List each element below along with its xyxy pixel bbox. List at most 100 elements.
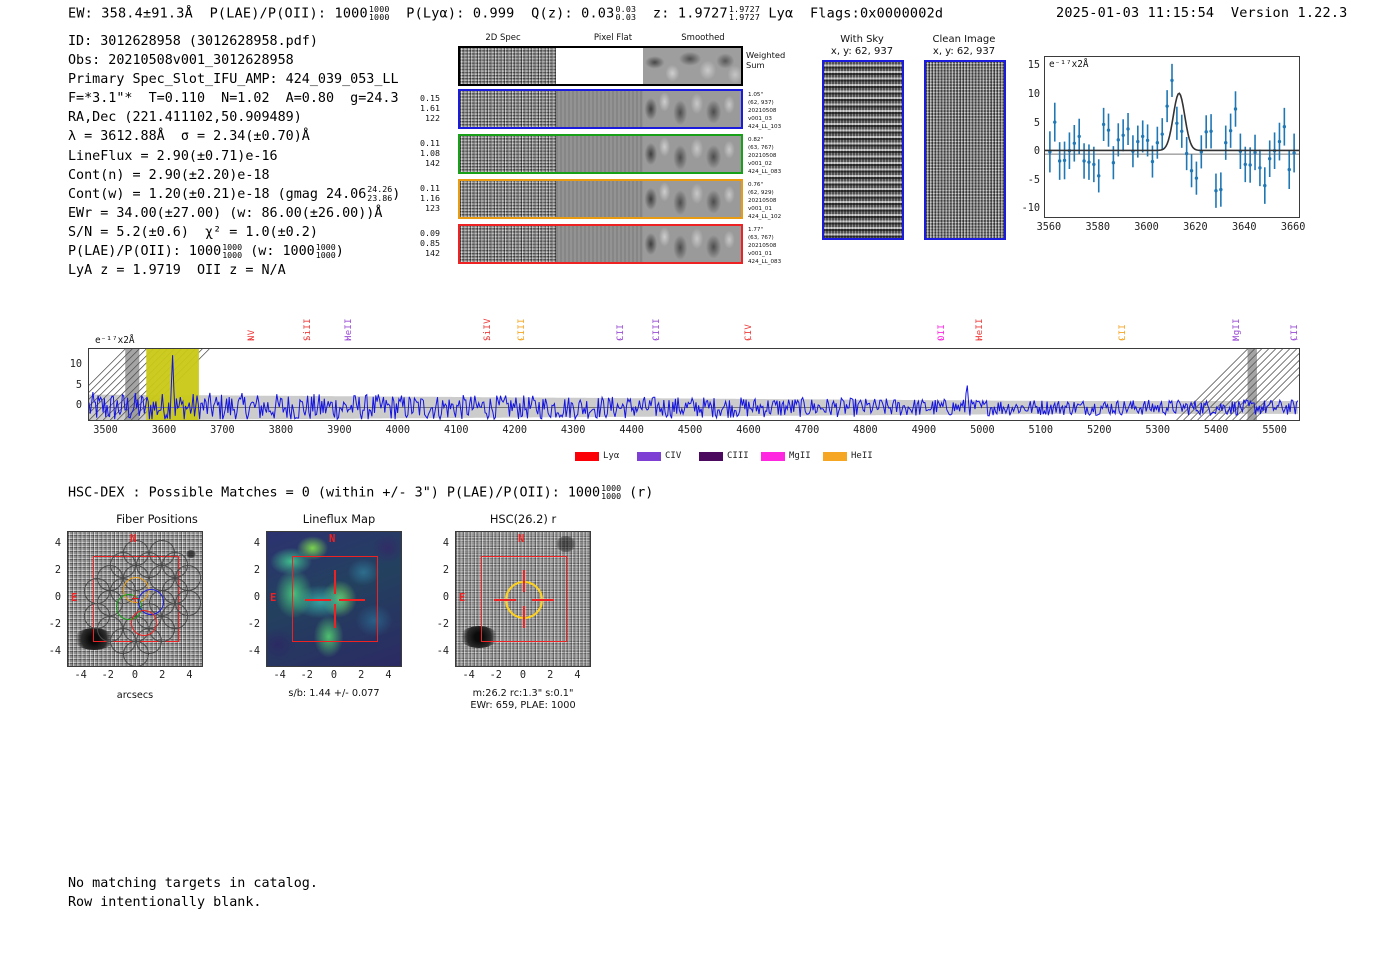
fit-ytick--5: -5 (1027, 174, 1040, 186)
fiber-highlight-red (131, 610, 157, 636)
hsc-r-caption: m:26.2 rc:1.3" s:0.1" EWr: 659, PLAE: 10… (470, 688, 576, 712)
fit-xtick-3600: 3600 (1134, 222, 1159, 233)
info-params: F=*3.1"* T=0.110 N=1.02 A=0.80 g=24.3 (68, 91, 399, 107)
spectrum-xtick-4800: 4800 (853, 425, 878, 436)
spectrum-ytick-0: 0 (75, 400, 82, 412)
spectrum-xtick-4100: 4100 (443, 425, 469, 436)
spectrum-xtick-3600: 3600 (151, 425, 177, 436)
panel1-xtick-4: 4 (186, 670, 193, 681)
lineflux-map-caption: s/b: 1.44 +/- 0.077 (288, 688, 380, 699)
info-plae: P(LAE)/P(OII): 1000 1000 1000 (w: 1000 1000… (68, 241, 344, 261)
spectrum-xtick-3700: 3700 (210, 425, 235, 436)
spec2d-row-meta-3: 0.76" (62, 929) 20210508 v001_01 424_LL_… (748, 182, 782, 221)
fiber-positions-xlabel: arcsecs (116, 690, 154, 701)
hsc-source-blob (460, 626, 498, 648)
spec2d-row-values-4: 0.09 0.85 142 (420, 228, 440, 259)
info-sn-chi2: S/N = 5.2(±0.6) χ² = 1.0(±0.2) (68, 224, 318, 240)
spec2d-col-title-2dspec: 2D Spec (485, 33, 521, 43)
spectrum-ytick-10: 10 (69, 358, 82, 370)
legend-label-CIII: CIII (727, 451, 749, 461)
emission-tick-MgII-11: ⏞ (1233, 339, 1240, 349)
spectrum-xtick-3900: 3900 (327, 425, 352, 436)
spectrum-xtick-4900: 4900 (911, 425, 937, 436)
spec2d-row-values-3: 0.11 1.16 123 (420, 183, 440, 214)
panel1-xtick-2: 0 (131, 670, 139, 681)
spectrum-xtick-4200: 4200 (502, 425, 527, 436)
emission-label-CII-10: CII (1117, 323, 1128, 341)
panel3-xtick-3: 2 (547, 670, 554, 681)
spectrum-xtick-4600: 4600 (736, 425, 761, 436)
cutout-clean-image (924, 60, 1006, 240)
hsc-source-blob-2 (556, 536, 576, 552)
fit-ytick-5: 5 (1033, 117, 1040, 129)
panel2-ytick-1: 2 (253, 564, 260, 576)
legend-swatch-MgII (761, 452, 785, 461)
spectrum-xtick-4000: 4000 (385, 425, 411, 436)
emission-tick-SiII-1: ⏞ (304, 339, 311, 349)
source-info-block: ID: 3012628958 (3012628958.pdf) Obs: 202… (68, 32, 400, 280)
spectrum-xtick-5100: 5100 (1028, 425, 1054, 436)
full-spectrum-svg (89, 349, 1299, 420)
line-fit-chart: e⁻¹⁷x2Å (1044, 56, 1300, 218)
info-plae-bounds: 1000 1000 (222, 241, 243, 261)
compass-n-label-3: N (518, 533, 525, 545)
legend-label-HeII: HeII (851, 451, 873, 461)
spectrum-xtick-3800: 3800 (268, 425, 294, 436)
panel3-ytick-1: 2 (442, 564, 449, 576)
emission-tick-CIV-7: ⏞ (746, 339, 752, 349)
emission-tick-OII-8: ⏞ (938, 339, 944, 349)
spec2d-row-meta-2: 0.82" (63, 767) 20210508 v001_02 424_LL_… (748, 137, 782, 176)
background-source-blob-2 (186, 550, 196, 558)
info-redshifts: LyA z = 1.9719 OII z = N/A (68, 263, 286, 279)
spec2d-col-title-pixelflat: Pixel Flat (593, 33, 633, 43)
legend-label-CIV: CIV (665, 451, 682, 461)
emission-label-HeII-2: HeII (343, 318, 354, 341)
spectrum-xtick-4500: 4500 (677, 425, 703, 436)
hscdex-summary: HSC-DEX : Possible Matches = 0 (within +… (68, 483, 654, 502)
emission-tick-HeII-2: ⏞ (345, 339, 352, 349)
info-ewr: EWr = 34.00(±27.00) (w: 86.00(±26.00))Å (68, 205, 383, 221)
spec2d-weighted-sum-label: Weighted Sum (746, 50, 786, 70)
fit-ytick-0: 0 (1033, 146, 1040, 158)
compass-n-label-2: N (329, 533, 336, 545)
panel3-xtick-2: 0 (519, 670, 527, 681)
info-gmag-bounds: 24.26 23.86 (367, 184, 393, 203)
legend-swatch-CIII (699, 452, 723, 461)
panel-title-lineflux-map: Lineflux Map (302, 512, 376, 526)
header-plae-label: P(LAE)/P(OII): 1000 (209, 5, 368, 22)
fit-ytick-15: 15 (1027, 60, 1040, 72)
compass-e-label-2: E (270, 592, 277, 604)
spectrum-xtick-5000: 5000 (970, 425, 995, 436)
fit-ytick--10: -10 (1021, 203, 1040, 215)
spec2d-row-1 (458, 89, 743, 129)
spec2d-row-2 (458, 134, 743, 174)
panel3-xtick-0: -4 (462, 670, 475, 681)
spec2d-row-values-1: 0.15 1.61 122 (420, 93, 440, 124)
emission-label-CII-5: CII (615, 323, 626, 341)
emission-label-HeII-9: HeII (975, 318, 986, 341)
header-plae-bounds: 1000 1000 (368, 4, 390, 23)
fit-units-label: e⁻¹⁷x2Å (1049, 59, 1089, 70)
panel1-xtick-0: -4 (74, 670, 87, 681)
emission-tick-SiIV-3: ⏞ (484, 339, 491, 349)
header-plya: P(Lyα): 0.999 (406, 5, 515, 22)
legend-label-MgII: MgII (789, 451, 811, 461)
spec2d-row-3 (458, 179, 743, 219)
spectrum-ytick-5: 5 (75, 379, 82, 391)
emission-tick-NV-0: ⏞ (248, 339, 255, 349)
info-id: ID: 3012628958 (3012628958.pdf) (68, 34, 318, 49)
info-obs: Obs: 20210508v001_3012628958 (68, 53, 294, 69)
fit-ytick-10: 10 (1027, 89, 1040, 100)
info-lambda: λ = 3612.88Å σ = 2.34(±0.70)Å (68, 129, 310, 145)
emission-label-OII-8: OII (936, 323, 947, 341)
emission-label-MgII-11: MgII (1231, 318, 1242, 341)
panel3-ytick-2: 0 (442, 592, 449, 603)
cutout-with-sky-image (822, 60, 904, 240)
header-summary: EW: 358.4±91.3Å P(LAE)/P(OII): 1000 1000 1… (68, 5, 943, 22)
panel2-xtick-2: 0 (330, 670, 338, 681)
header-datetime: 2025-01-03 11:15:54 (1056, 5, 1215, 21)
panel3-xtick-1: -2 (489, 670, 502, 681)
panel-title-fiber-positions: Fiber Positions (116, 512, 198, 526)
spec2d-row-values-2: 0.11 1.08 142 (420, 138, 440, 169)
spectrum-units-label: e⁻¹⁷x2Å (95, 335, 135, 346)
